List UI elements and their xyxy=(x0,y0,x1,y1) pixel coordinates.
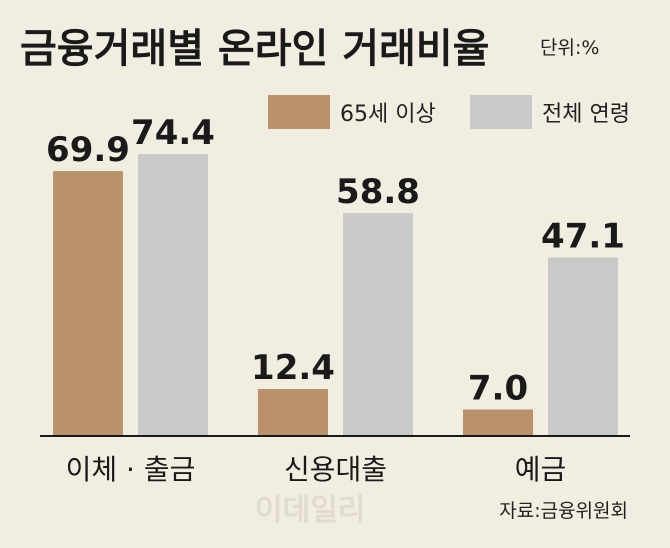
value-label-2-0: 7.0 xyxy=(468,368,528,408)
category-label-1: 신용대출 xyxy=(284,453,387,486)
chart-title: 금융거래별 온라인 거래비율 xyxy=(20,26,489,72)
bars-group xyxy=(53,154,618,437)
legend-swatch-all-ages xyxy=(470,95,532,129)
value-label-2-1: 47.1 xyxy=(541,216,625,256)
value-label-1-1: 58.8 xyxy=(336,172,420,212)
bar-2-1 xyxy=(548,257,618,436)
legend: 65세 이상 전체 연령 xyxy=(268,95,630,129)
bar-1-0 xyxy=(258,389,328,436)
category-label-0: 이체 · 출금 xyxy=(66,453,196,486)
legend-swatch-65plus xyxy=(268,95,330,129)
source-label: 자료:금융위원회 xyxy=(499,500,628,522)
legend-label-65plus: 65세 이상 xyxy=(340,102,436,127)
value-label-0-0: 69.9 xyxy=(46,130,130,170)
bar-2-0 xyxy=(463,409,533,436)
unit-label: 단위:% xyxy=(540,37,599,59)
bar-0-0 xyxy=(53,171,123,437)
value-labels-group: 69.9 74.4 12.4 58.8 7.0 47.1 xyxy=(46,113,625,408)
legend-label-all-ages: 전체 연령 xyxy=(542,102,630,127)
watermark: 이데일리 xyxy=(255,493,365,528)
bar-0-1 xyxy=(138,154,208,437)
category-labels-group: 이체 · 출금 신용대출 예금 xyxy=(66,453,567,486)
category-label-2: 예금 xyxy=(515,453,567,486)
value-label-0-1: 74.4 xyxy=(131,113,215,153)
bar-1-1 xyxy=(343,213,413,436)
value-label-1-0: 12.4 xyxy=(251,348,335,388)
